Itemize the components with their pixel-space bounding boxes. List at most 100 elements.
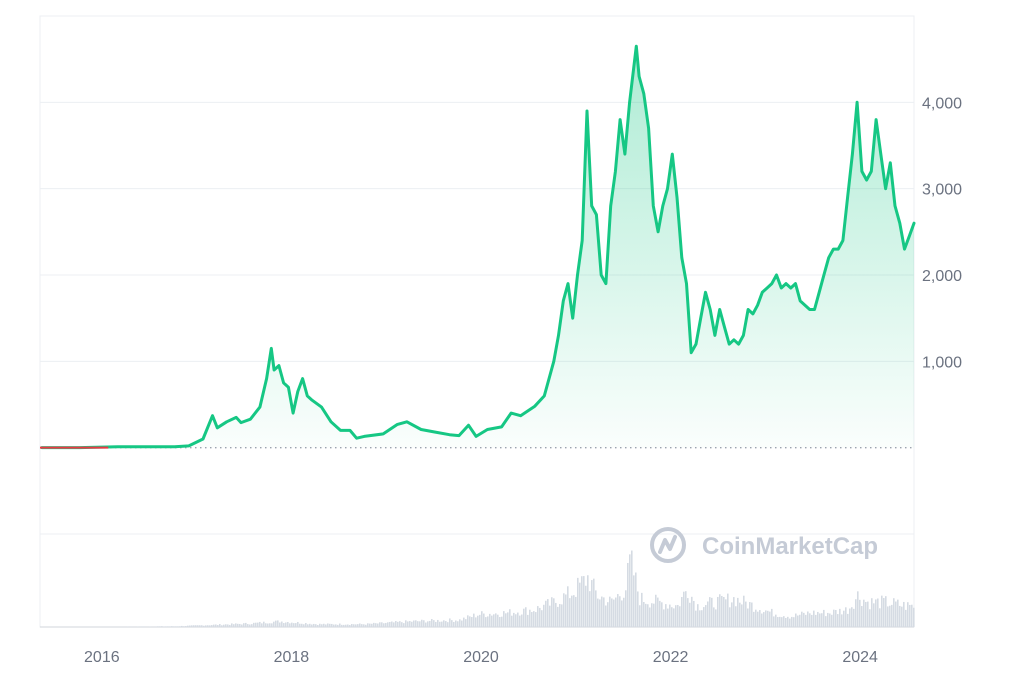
- volume-bar: [797, 615, 799, 627]
- volume-bar: [691, 596, 693, 627]
- volume-bar: [709, 597, 711, 627]
- volume-bar: [575, 596, 577, 627]
- volume-bar: [713, 607, 715, 627]
- volume-bar: [269, 623, 271, 627]
- volume-bar: [141, 626, 143, 627]
- volume-bar: [289, 623, 291, 627]
- volume-bar: [277, 620, 279, 627]
- volume-bar: [433, 620, 435, 627]
- watermark: CoinMarketCap: [650, 527, 878, 563]
- volume-bar: [261, 623, 263, 627]
- volume-bar: [547, 599, 549, 627]
- volume-bar: [309, 623, 311, 627]
- x-tick-label: 2016: [84, 649, 120, 666]
- volume-bar: [865, 601, 867, 627]
- volume-bar: [635, 572, 637, 627]
- volume-bar: [669, 604, 671, 627]
- volume-bar: [327, 623, 329, 627]
- volume-bar: [353, 624, 355, 627]
- volume-bar: [273, 621, 275, 627]
- volume-bar: [599, 599, 601, 627]
- volume-bar: [527, 614, 529, 627]
- volume-bar: [267, 623, 269, 627]
- volume-bar: [769, 611, 771, 627]
- volume-bar: [681, 596, 683, 627]
- volume-bar: [845, 607, 847, 627]
- volume-bar: [719, 594, 721, 627]
- volume-bar: [437, 619, 439, 627]
- volume-bar: [603, 597, 605, 627]
- volume-bar: [795, 613, 797, 627]
- volume-bar: [215, 624, 217, 627]
- volume-bar: [491, 615, 493, 627]
- volume-bar: [205, 625, 207, 627]
- volume-bar: [705, 605, 707, 627]
- volume-bar: [241, 624, 243, 627]
- volume-bar: [443, 620, 445, 627]
- volume-bar: [127, 626, 129, 627]
- volume-bar: [729, 607, 731, 627]
- volume-bar: [349, 624, 351, 627]
- volume-bar: [373, 622, 375, 627]
- volume-bar: [803, 612, 805, 627]
- volume-bar: [297, 621, 299, 627]
- volume-bar: [385, 622, 387, 627]
- volume-bar: [667, 608, 669, 627]
- volume-bar: [225, 624, 227, 627]
- volume-bar: [899, 605, 901, 627]
- volume-bar: [175, 626, 177, 627]
- x-axis-ticks: 2016 2018 2020 2022 2024: [84, 649, 878, 666]
- volume-bar: [673, 608, 675, 627]
- volume-bar: [529, 609, 531, 627]
- volume-bar: [647, 604, 649, 627]
- volume-bar: [511, 615, 513, 627]
- volume-bar: [833, 609, 835, 627]
- volume-bar: [473, 613, 475, 627]
- volume-bar: [155, 626, 157, 627]
- volume-bar: [381, 622, 383, 627]
- volume-bar: [193, 625, 195, 627]
- x-tick-label: 2024: [842, 649, 878, 666]
- volume-bar: [783, 616, 785, 627]
- volume-bar: [555, 602, 557, 627]
- volume-bar: [697, 604, 699, 627]
- volume-bar: [287, 621, 289, 627]
- volume-bar: [867, 601, 869, 627]
- volume-bar: [761, 613, 763, 627]
- volume-bar: [787, 616, 789, 627]
- volume-bar: [377, 623, 379, 627]
- volume-bar: [131, 626, 133, 627]
- volume-bar: [453, 621, 455, 627]
- volume-bar: [679, 606, 681, 627]
- volume-bar: [767, 610, 769, 627]
- volume-bar: [181, 625, 183, 627]
- volume-bar: [253, 622, 255, 627]
- volume-bar: [743, 595, 745, 627]
- volume-bar: [163, 626, 165, 627]
- volume-bar: [383, 623, 385, 627]
- volume-bar: [345, 624, 347, 627]
- volume-bar: [903, 601, 905, 627]
- volume-bar: [811, 614, 813, 627]
- volume-bar: [757, 611, 759, 627]
- volume-bar: [701, 610, 703, 627]
- volume-bar: [185, 626, 187, 627]
- volume-bar: [447, 622, 449, 627]
- x-tick-label: 2018: [274, 649, 310, 666]
- volume-bar: [641, 592, 643, 627]
- watermark-text: CoinMarketCap: [702, 533, 878, 560]
- volume-bar: [247, 624, 249, 627]
- volume-bar: [323, 623, 325, 627]
- volume-bar: [337, 624, 339, 627]
- volume-bar: [405, 620, 407, 627]
- volume-bar: [663, 609, 665, 627]
- volume-bar: [649, 607, 651, 627]
- volume-bar: [461, 620, 463, 627]
- volume-bar: [463, 617, 465, 627]
- volume-bar: [585, 585, 587, 627]
- volume-bar: [597, 598, 599, 627]
- volume-bar: [531, 612, 533, 627]
- volume-bar: [467, 615, 469, 627]
- volume-bar: [723, 596, 725, 627]
- volume-bar: [739, 602, 741, 627]
